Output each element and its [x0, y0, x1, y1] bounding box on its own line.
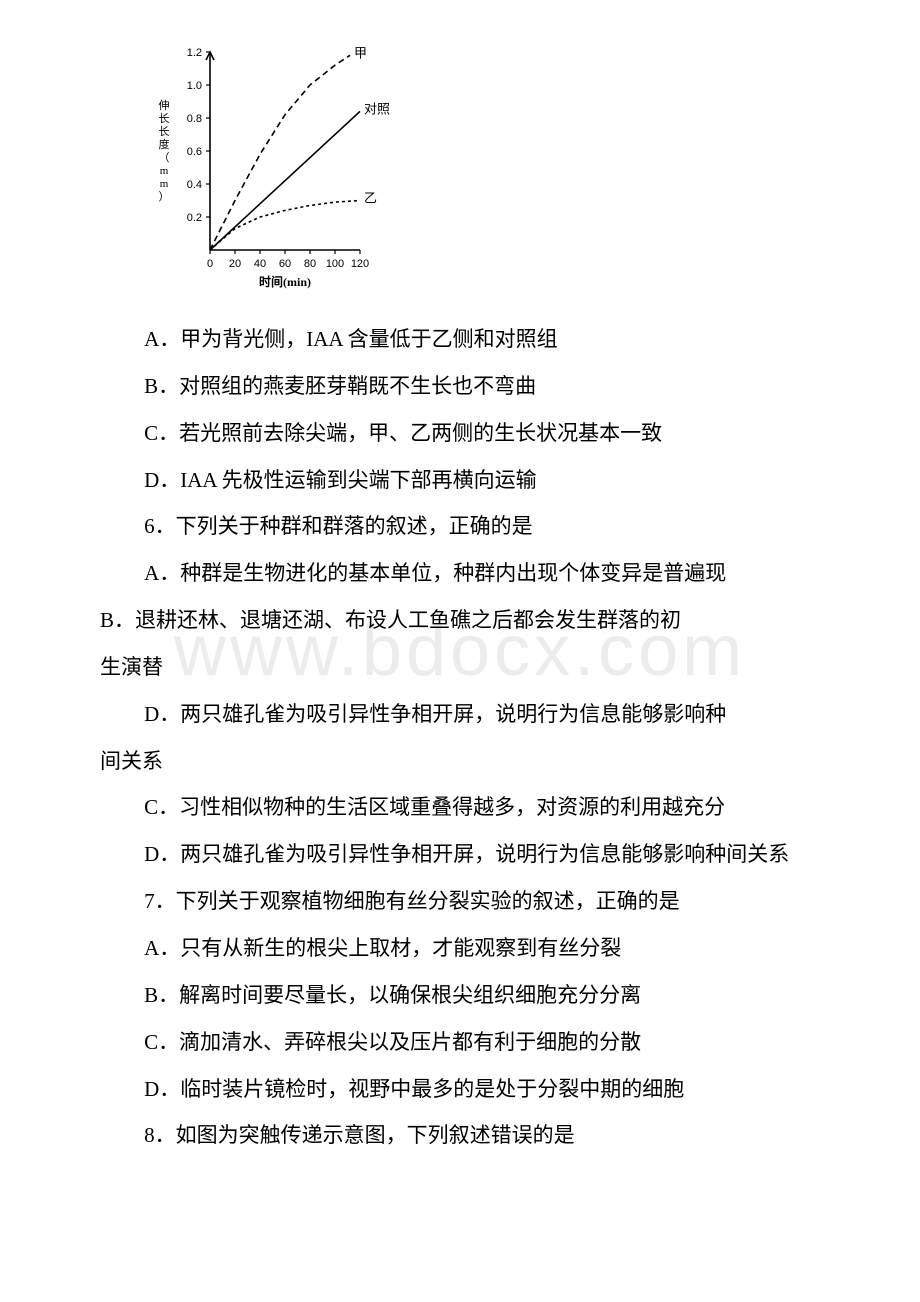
svg-text:40: 40	[254, 258, 266, 270]
svg-text:100: 100	[326, 258, 344, 270]
paragraph-continuation: B．退耕还林、退塘还湖、布设人工鱼礁之后都会发生群落的初	[100, 601, 820, 640]
paragraph: D．临时装片镜检时，视野中最多的是处于分裂中期的细胞	[100, 1070, 820, 1109]
svg-text:0.8: 0.8	[187, 113, 202, 125]
svg-text:1.2: 1.2	[187, 47, 202, 59]
svg-text:20: 20	[229, 258, 241, 270]
svg-text:时间(min): 时间(min)	[259, 274, 311, 289]
svg-text:1.0: 1.0	[187, 80, 202, 92]
paragraph-continuation: 间关系	[100, 742, 820, 781]
svg-text:0.4: 0.4	[187, 179, 202, 191]
svg-text:长: 长	[159, 125, 170, 138]
paragraph-continuation: 生演替	[100, 648, 820, 687]
chart-svg: 0.2 0.4 0.6 0.8 1.0 1.2 0 20 40 60 80 100 120 甲对照乙 伸长长…	[148, 40, 408, 300]
paragraph: B．对照组的燕麦胚芽鞘既不生长也不弯曲	[100, 367, 820, 406]
svg-text:m: m	[160, 165, 169, 177]
svg-text:0.6: 0.6	[187, 146, 202, 158]
svg-text:80: 80	[304, 258, 316, 270]
paragraph: A．只有从新生的根尖上取材，才能观察到有丝分裂	[100, 929, 820, 968]
paragraph: A．甲为背光侧，IAA 含量低于乙侧和对照组	[100, 320, 820, 359]
svg-text:甲: 甲	[354, 45, 367, 60]
paragraph: D．两只雄孔雀为吸引异性争相开屏，说明行为信息能够影响种	[100, 695, 820, 734]
paragraph: 6．下列关于种群和群落的叙述，正确的是	[100, 507, 820, 546]
svg-text:对照: 对照	[364, 101, 390, 116]
svg-text:0.2: 0.2	[187, 212, 202, 224]
paragraph: 8．如图为突触传递示意图，下列叙述错误的是	[100, 1116, 820, 1155]
svg-text:伸: 伸	[159, 99, 170, 112]
paragraph: 7．下列关于观察植物细胞有丝分裂实验的叙述，正确的是	[100, 882, 820, 921]
paragraph: C．习性相似物种的生活区域重叠得越多，对资源的利用越充分	[100, 788, 820, 827]
paragraph: B．解离时间要尽量长，以确保根尖组织细胞充分分离	[100, 976, 820, 1015]
svg-text:度: 度	[159, 137, 170, 151]
paragraph: D．IAA 先极性运输到尖端下部再横向运输	[100, 461, 820, 500]
svg-text:120: 120	[351, 258, 369, 270]
paragraph: C．滴加清水、弄碎根尖以及压片都有利于细胞的分散	[100, 1023, 820, 1062]
svg-text:）: ）	[159, 190, 170, 203]
svg-text:（: （	[159, 151, 170, 164]
svg-text:0: 0	[207, 258, 213, 270]
svg-text:60: 60	[279, 258, 291, 270]
paragraph: A．种群是生物进化的基本单位，种群内出现个体变异是普遍现	[100, 554, 820, 593]
svg-text:m: m	[160, 178, 169, 190]
paragraph: C．若光照前去除尖端，甲、乙两侧的生长状况基本一致	[100, 414, 820, 453]
svg-text:长: 长	[159, 112, 170, 125]
paragraph: D．两只雄孔雀为吸引异性争相开屏，说明行为信息能够影响种间关系	[100, 835, 820, 874]
document-content: 0.2 0.4 0.6 0.8 1.0 1.2 0 20 40 60 80 100 120 甲对照乙 伸长长…	[0, 0, 920, 1203]
svg-text:乙: 乙	[364, 191, 377, 206]
growth-chart: 0.2 0.4 0.6 0.8 1.0 1.2 0 20 40 60 80 100 120 甲对照乙 伸长长…	[148, 40, 820, 300]
paragraph-list: A．甲为背光侧，IAA 含量低于乙侧和对照组 B．对照组的燕麦胚芽鞘既不生长也不弯…	[100, 320, 820, 1155]
